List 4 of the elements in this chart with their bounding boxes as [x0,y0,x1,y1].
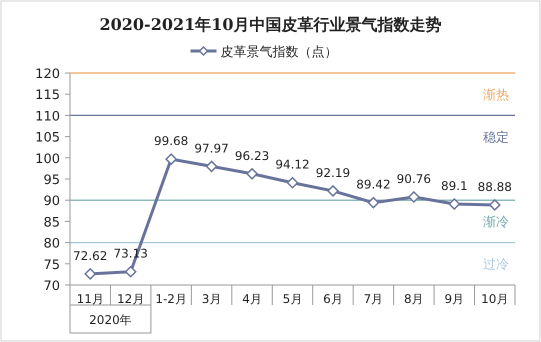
annotation: 2020年 [89,313,132,327]
legend-label: 皮革景气指数（点） [220,45,338,60]
legend: 皮革景气指数（点） [190,45,338,60]
title: 2020-2021年10月中国皮革行业景气指数走势 [100,15,442,34]
